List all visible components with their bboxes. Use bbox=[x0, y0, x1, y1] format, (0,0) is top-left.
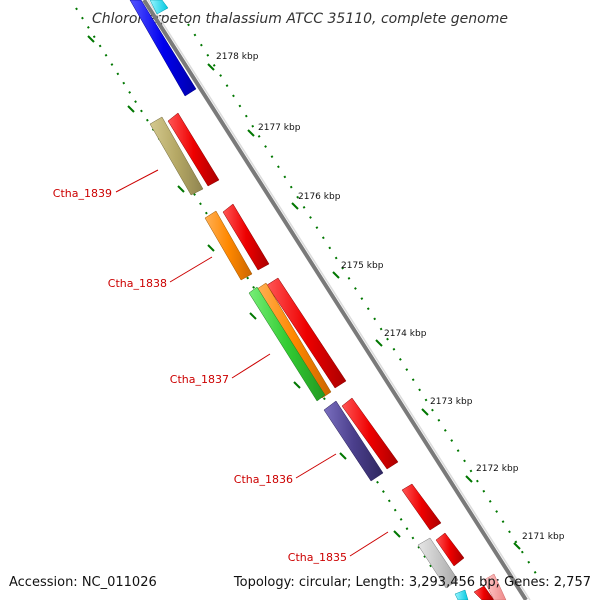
gene-label-ctha-1835[interactable]: Ctha_1835 bbox=[288, 551, 347, 564]
inner-scale-ring bbox=[75, 7, 433, 569]
genome-backbone-highlight bbox=[147, 0, 531, 600]
gene-block-khaki[interactable] bbox=[149, 116, 204, 196]
gene-block-orange[interactable] bbox=[204, 210, 253, 281]
outer-scale-ring bbox=[187, 23, 541, 581]
gene-block-green[interactable] bbox=[248, 286, 326, 402]
scale-tick-label: 2178 kbp bbox=[216, 52, 259, 62]
gene-label-ctha-1838[interactable]: Ctha_1838 bbox=[108, 277, 167, 290]
gene-arrow-red[interactable] bbox=[435, 532, 465, 567]
scale-tick-label: 2172 kbp bbox=[476, 464, 519, 474]
scale-tick-label: 2177 kbp bbox=[258, 123, 301, 133]
map-title: Chloroherpeton thalassium ATCC 35110, co… bbox=[92, 11, 508, 27]
scale-tick-label: 2174 kbp bbox=[384, 329, 427, 339]
genome-summary-text: Topology: circular; Length: 3,293,456 bp… bbox=[233, 575, 591, 590]
gene-arrow-blue[interactable] bbox=[129, 0, 197, 97]
gene-arrow-red[interactable] bbox=[341, 397, 399, 470]
outer-scale-ticks bbox=[207, 63, 521, 550]
inner-scale-ticks bbox=[87, 35, 401, 538]
gene-label-ctha-1837[interactable]: Ctha_1837 bbox=[170, 373, 229, 386]
scale-tick-label: 2175 kbp bbox=[341, 261, 384, 271]
gene-block-cyan[interactable] bbox=[454, 589, 469, 600]
accession-text: Accession: NC_011026 bbox=[9, 575, 157, 590]
scale-tick-label: 2171 kbp bbox=[522, 532, 565, 542]
gene-block-gray[interactable] bbox=[417, 537, 459, 589]
gene-block-purple[interactable] bbox=[323, 400, 384, 482]
scale-tick-label: 2176 kbp bbox=[298, 192, 341, 202]
gene-arrow-red[interactable] bbox=[473, 585, 495, 600]
gene-callout-lines bbox=[115, 169, 389, 557]
gene-arrow-red[interactable] bbox=[401, 483, 442, 531]
genome-backbone bbox=[142, 0, 528, 600]
gene-arrow-red[interactable] bbox=[222, 203, 270, 271]
gene-label-ctha-1839[interactable]: Ctha_1839 bbox=[53, 187, 112, 200]
scale-tick-label: 2173 kbp bbox=[430, 397, 473, 407]
gene-arrow-red[interactable] bbox=[167, 112, 220, 187]
gene-arrow-red[interactable] bbox=[266, 277, 347, 389]
gene-block-cyan[interactable] bbox=[149, 0, 169, 15]
gene-label-ctha-1836[interactable]: Ctha_1836 bbox=[234, 473, 293, 486]
gene-block-pink[interactable] bbox=[483, 573, 507, 600]
gene-block-orange[interactable] bbox=[256, 282, 332, 399]
